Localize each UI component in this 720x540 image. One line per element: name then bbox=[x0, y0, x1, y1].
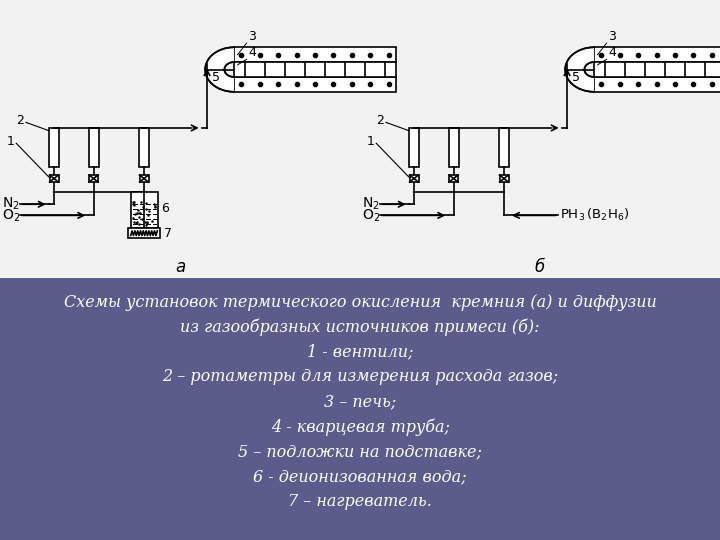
Text: 2: 2 bbox=[16, 114, 24, 127]
Text: $\rm N_2$: $\rm N_2$ bbox=[362, 196, 379, 212]
Polygon shape bbox=[565, 48, 594, 92]
Text: 5: 5 bbox=[212, 71, 220, 84]
Bar bbox=[140, 175, 148, 182]
Text: 5 – подложки на подставке;: 5 – подложки на подставке; bbox=[238, 443, 482, 460]
Bar bbox=[89, 128, 99, 167]
Text: $\rm N_2$: $\rm N_2$ bbox=[1, 196, 19, 212]
Bar bbox=[128, 228, 161, 239]
Text: 6 - деионизованная вода;: 6 - деионизованная вода; bbox=[253, 468, 467, 485]
Text: б: б bbox=[535, 258, 545, 276]
Bar bbox=[594, 77, 720, 92]
Bar bbox=[49, 128, 59, 167]
Bar bbox=[449, 175, 458, 182]
Text: 5: 5 bbox=[572, 71, 580, 84]
Text: а: а bbox=[175, 258, 185, 276]
Bar bbox=[449, 128, 459, 167]
Bar bbox=[130, 192, 158, 228]
Text: 2 – ротаметры для измерения расхода газов;: 2 – ротаметры для измерения расхода газо… bbox=[162, 368, 558, 386]
Text: 1: 1 bbox=[7, 136, 14, 148]
Polygon shape bbox=[205, 48, 234, 92]
Bar bbox=[50, 175, 58, 182]
Bar bbox=[234, 62, 396, 77]
Text: из газообразных источников примеси (б):: из газообразных источников примеси (б): bbox=[180, 319, 540, 336]
Text: 6: 6 bbox=[161, 201, 169, 214]
Bar bbox=[139, 128, 149, 167]
Text: 3 – печь;: 3 – печь; bbox=[324, 393, 396, 410]
Bar bbox=[500, 175, 508, 182]
Bar bbox=[89, 175, 98, 182]
Bar bbox=[594, 62, 720, 77]
Bar bbox=[409, 128, 419, 167]
Text: 4: 4 bbox=[248, 46, 256, 59]
Bar bbox=[234, 48, 396, 62]
Text: $\rm O_2$: $\rm O_2$ bbox=[362, 207, 380, 224]
Bar bbox=[410, 175, 418, 182]
Bar bbox=[499, 128, 509, 167]
Text: Схемы установок термического окисления  кремния (а) и диффузии: Схемы установок термического окисления к… bbox=[63, 294, 657, 311]
Text: 2: 2 bbox=[376, 114, 384, 127]
Text: 7 – нагреватель.: 7 – нагреватель. bbox=[288, 493, 432, 510]
Bar bbox=[594, 48, 720, 62]
Text: 1 - вентили;: 1 - вентили; bbox=[307, 343, 413, 361]
Text: 3: 3 bbox=[248, 30, 256, 43]
Text: 1: 1 bbox=[367, 136, 374, 148]
Bar bbox=[234, 77, 396, 92]
Text: 4 - кварцевая труба;: 4 - кварцевая труба; bbox=[271, 418, 449, 436]
Text: 7: 7 bbox=[163, 227, 172, 240]
Text: 4: 4 bbox=[608, 46, 616, 59]
Text: $\rm O_2$: $\rm O_2$ bbox=[1, 207, 20, 224]
Text: $\rm PH_3\,(B_2H_6)$: $\rm PH_3\,(B_2H_6)$ bbox=[560, 207, 629, 224]
Text: 3: 3 bbox=[608, 30, 616, 43]
